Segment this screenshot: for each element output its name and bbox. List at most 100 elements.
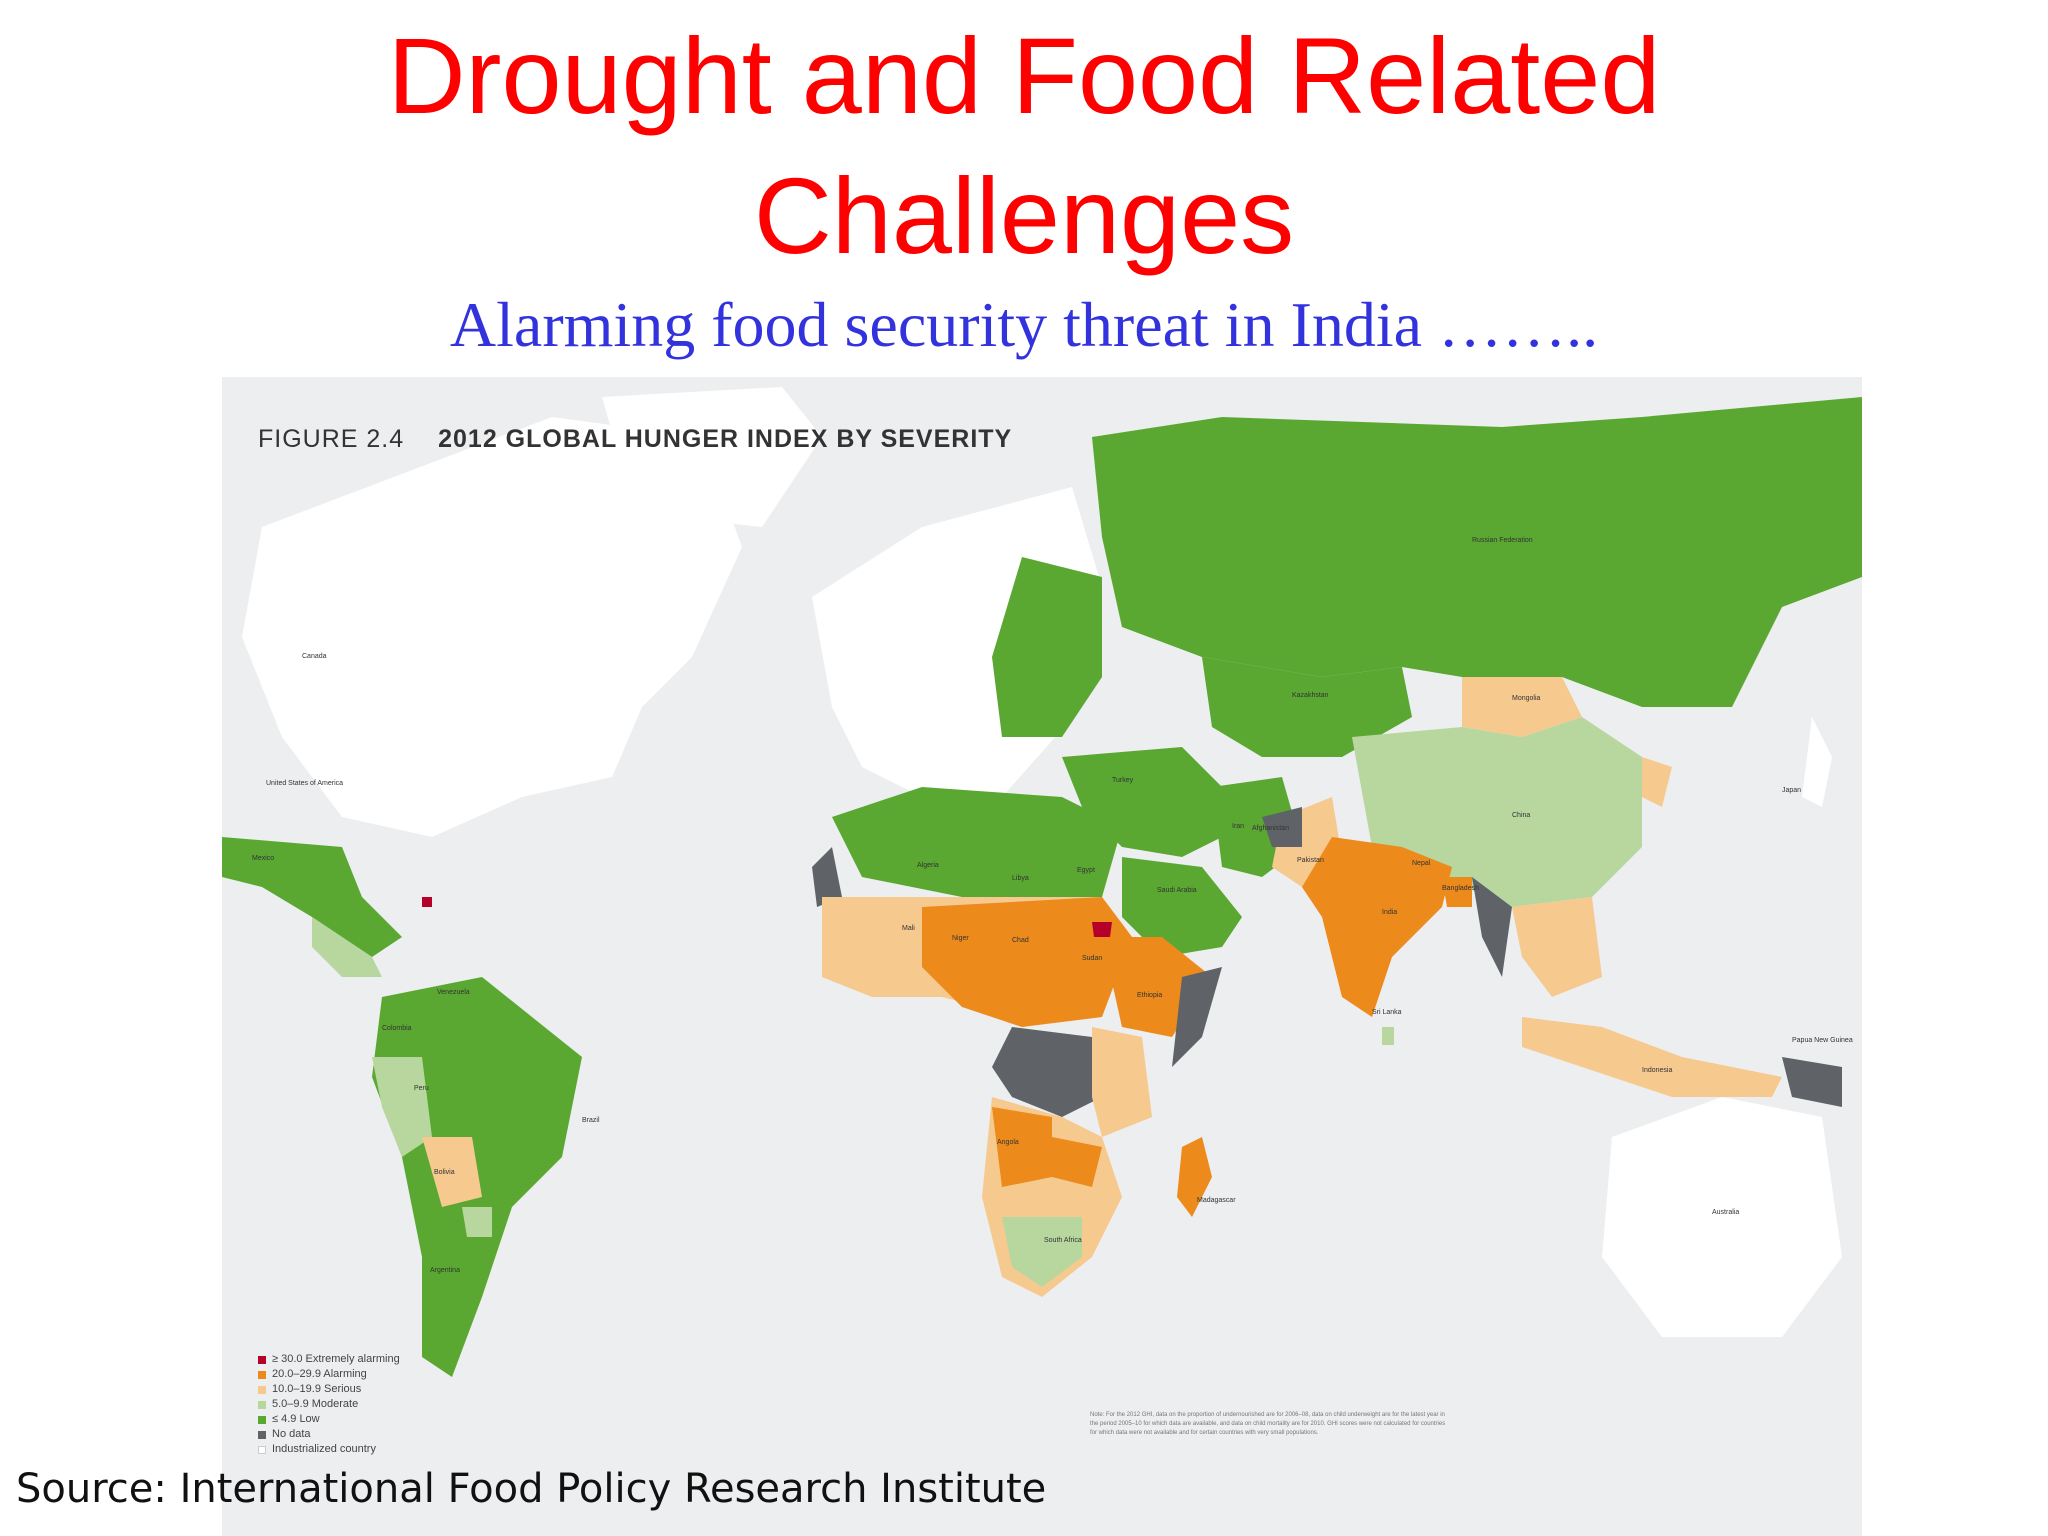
saudi-arabia-region — [1122, 857, 1242, 957]
label-mexico: Mexico — [252, 855, 275, 862]
slide-title: Drought and Food Related Challenges — [0, 6, 2048, 286]
sri-lanka-region — [1382, 1027, 1394, 1045]
title-line-2: Challenges — [753, 155, 1295, 276]
label-chad: Chad — [1012, 937, 1029, 944]
label-angola: Angola — [997, 1139, 1019, 1146]
label-png: Papua New Guinea — [1792, 1037, 1853, 1044]
legend-label: ≤ 4.9 Low — [272, 1413, 320, 1425]
label-colombia: Colombia — [382, 1025, 412, 1032]
label-madagascar: Madagascar — [1197, 1197, 1236, 1204]
paraguay-region — [462, 1207, 492, 1237]
label-japan: Japan — [1782, 787, 1802, 794]
label-iran: Iran — [1232, 823, 1245, 830]
legend-swatch — [258, 1415, 266, 1424]
label-pakistan: Pakistan — [1297, 857, 1324, 864]
label-nepal: Nepal — [1412, 860, 1431, 867]
legend-swatch — [258, 1370, 266, 1379]
kazakhstan-region — [1202, 657, 1412, 757]
label-algeria: Algeria — [917, 862, 939, 869]
legend-row: ≥ 30.0 Extremely alarming — [258, 1352, 400, 1367]
label-afghanistan: Afghanistan — [1252, 825, 1289, 832]
label-india: India — [1382, 909, 1398, 916]
legend-label: No data — [272, 1428, 311, 1440]
greenland-landmass — [602, 387, 822, 527]
mexico-central-america-region — [222, 837, 402, 957]
east-africa-region — [1092, 1027, 1152, 1137]
label-australia: Australia — [1712, 1209, 1740, 1216]
legend-swatch — [258, 1385, 266, 1394]
label-peru: Peru — [414, 1085, 429, 1092]
label-mali: Mali — [902, 925, 915, 932]
afghanistan-region — [1262, 807, 1302, 847]
north-america-landmass — [242, 417, 742, 837]
korea-region — [1642, 757, 1672, 807]
label-sudan: Sudan — [1082, 955, 1103, 962]
western-sahara-region — [812, 847, 842, 907]
chad-sudan-region — [922, 897, 1132, 1027]
hunger-index-map: FIGURE 2.4 2012 GLOBAL HUNGER INDEX BY S… — [222, 377, 1862, 1536]
label-mongolia: Mongolia — [1512, 695, 1541, 702]
title-line-1: Drought and Food Related — [387, 15, 1661, 136]
legend-swatch — [258, 1355, 266, 1364]
label-sri-lanka: Sri Lanka — [1372, 1009, 1402, 1016]
label-indonesia: Indonesia — [1642, 1067, 1673, 1074]
bangladesh-region — [1442, 877, 1472, 907]
map-note: Note: For the 2012 GHI, data on the prop… — [1090, 1412, 1446, 1436]
legend-row: Industrialized country — [258, 1442, 400, 1457]
north-africa-region — [832, 787, 1122, 897]
label-libya: Libya — [1012, 875, 1029, 882]
legend-row: 5.0–9.9 Moderate — [258, 1397, 400, 1412]
legend-label: 10.0–19.9 Serious — [272, 1383, 362, 1395]
source-citation: Source: International Food Policy Resear… — [16, 1466, 1047, 1512]
legend-row: ≤ 4.9 Low — [258, 1412, 400, 1427]
eastern-europe-region — [992, 557, 1102, 737]
label-bangladesh: Bangladesh — [1442, 885, 1479, 892]
label-canada: Canada — [302, 653, 327, 660]
png-region — [1782, 1057, 1842, 1107]
label-venezuela: Venezuela — [437, 989, 470, 996]
legend-swatch — [258, 1445, 266, 1454]
label-argentina: Argentina — [430, 1267, 460, 1274]
central-america-region — [312, 917, 382, 977]
somalia-region — [1172, 967, 1222, 1067]
label-niger: Niger — [952, 935, 969, 942]
figure-title: 2012 GLOBAL HUNGER INDEX BY SEVERITY — [438, 425, 1013, 453]
eritrea-region — [1092, 922, 1112, 937]
bolivia-region — [422, 1137, 482, 1207]
label-egypt: Egypt — [1077, 867, 1095, 874]
figure-number: FIGURE 2.4 — [258, 425, 405, 453]
label-saudi-arabia: Saudi Arabia — [1157, 887, 1197, 894]
legend-row: 10.0–19.9 Serious — [258, 1382, 400, 1397]
indonesia-region — [1522, 1017, 1782, 1097]
zambia-region — [1052, 1137, 1102, 1187]
label-brazil: Brazil — [582, 1117, 600, 1124]
legend-row: No data — [258, 1427, 400, 1442]
legend-swatch — [258, 1400, 266, 1409]
congo-region — [992, 1027, 1102, 1117]
russia-region — [1092, 397, 1862, 707]
legend-label: Industrialized country — [272, 1443, 376, 1455]
mongolia-region — [1462, 677, 1582, 737]
madagascar-region — [1177, 1137, 1212, 1217]
legend-swatch — [258, 1430, 266, 1439]
myanmar-region — [1472, 877, 1512, 977]
japan-landmass — [1802, 717, 1832, 807]
label-ethiopia: Ethiopia — [1137, 992, 1163, 999]
legend-label: ≥ 30.0 Extremely alarming — [272, 1353, 400, 1365]
legend-label: 20.0–29.9 Alarming — [272, 1368, 367, 1380]
haiti-region — [422, 897, 432, 907]
australia-landmass — [1602, 1097, 1842, 1337]
label-bolivia: Bolivia — [434, 1169, 455, 1176]
label-china: China — [1512, 812, 1531, 819]
label-usa: United States of America — [266, 780, 344, 787]
india-region — [1302, 837, 1452, 1017]
legend-label: 5.0–9.9 Moderate — [272, 1398, 359, 1410]
peru-region — [372, 1057, 432, 1157]
south-africa-region — [1002, 1217, 1082, 1287]
legend-row: 20.0–29.9 Alarming — [258, 1367, 400, 1382]
figure-caption: FIGURE 2.4 2012 GLOBAL HUNGER INDEX BY S… — [258, 425, 1012, 454]
label-kazakhstan: Kazakhstan — [1292, 692, 1329, 699]
label-turkey: Turkey — [1112, 777, 1134, 784]
world-map-drawing — [222, 387, 1862, 1377]
label-south-africa: South Africa — [1044, 1237, 1082, 1244]
